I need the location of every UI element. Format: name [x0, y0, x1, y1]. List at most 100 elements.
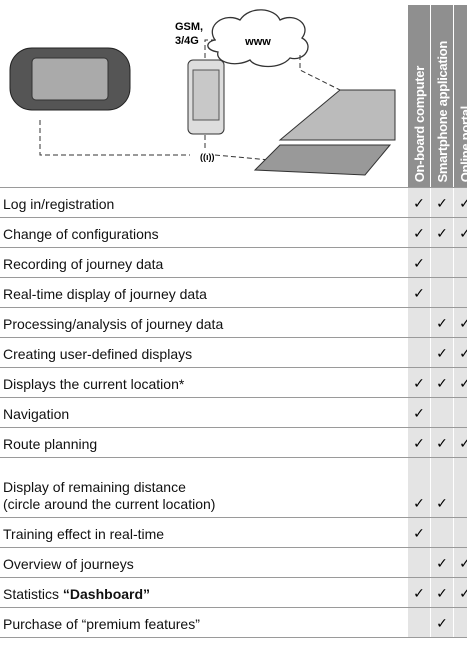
row-rule: [0, 547, 467, 548]
check-cell: [454, 248, 467, 277]
row-rule: [0, 577, 467, 578]
row-label: Displays the current location*: [0, 368, 406, 398]
row-label: Log in/registration: [0, 188, 406, 218]
row-label: Real-time display of journey data: [0, 278, 406, 308]
row-rule: [0, 637, 467, 638]
label-line: Training effect in real-time: [3, 526, 406, 543]
check-cell: [431, 248, 453, 277]
cloud: [207, 9, 309, 68]
laptop-base: [253, 144, 392, 176]
check-cell: ✓: [454, 218, 467, 247]
row-rule: [0, 397, 467, 398]
row-rule: [0, 607, 467, 608]
label-line: Change of configurations: [3, 226, 406, 243]
label-text: Log in/registration: [3, 196, 115, 212]
check-cell: [408, 608, 430, 637]
label-text: Display of remaining distance: [3, 479, 186, 495]
label-line: Navigation: [3, 406, 406, 423]
row-rule: [0, 247, 467, 248]
column-header-text: On-board computer: [411, 65, 427, 182]
check-cell: ✓: [454, 578, 467, 607]
label-text: Creating user-defined displays: [3, 346, 193, 362]
label-line: Real-time display of journey data: [3, 286, 406, 303]
label-bold: “Dashboard”: [62, 586, 151, 602]
row-label: Processing/analysis of journey data: [0, 308, 406, 338]
network-label: 3/4G: [175, 35, 199, 47]
check-cell: ✓: [454, 338, 467, 367]
check-cell: ✓: [454, 548, 467, 577]
check-cell: ✓: [408, 518, 430, 547]
column-header-text: Online portal: [457, 105, 467, 182]
check-cell: ✓: [454, 368, 467, 397]
label-text: Statistics: [3, 586, 60, 602]
cloud-label: www: [244, 36, 271, 48]
check-cell: [431, 518, 453, 547]
row-rule: [0, 337, 467, 338]
check-cell: ✓: [454, 428, 467, 457]
link: [39, 120, 190, 156]
check-cell: [408, 338, 430, 367]
check-cell: ✓: [408, 278, 430, 307]
row-label: Overview of journeys: [0, 548, 406, 578]
label-line: Route planning: [3, 436, 406, 453]
label-line: Display of remaining distance: [3, 479, 406, 496]
check-cell: ✓: [454, 188, 467, 217]
check-cell: [454, 458, 467, 517]
label-text: Navigation: [3, 406, 70, 422]
check-cell: ✓: [431, 218, 453, 247]
label-line: Log in/registration: [3, 196, 406, 213]
label-line: (circle around the current location): [3, 496, 406, 513]
check-cell: ✓: [431, 608, 453, 637]
row-rule: [0, 217, 467, 218]
check-cell: [454, 518, 467, 547]
check-cell: ✓: [408, 398, 430, 427]
label-line: Displays the current location*: [3, 376, 406, 393]
row-rule: [0, 277, 467, 278]
antenna-icon: ((ı)): [200, 152, 215, 162]
column-header: Online portal: [454, 5, 467, 188]
check-cell: ✓: [431, 338, 453, 367]
label-text: Change of configurations: [3, 226, 159, 242]
column-header: On-board computer: [408, 5, 430, 188]
check-cell: [431, 278, 453, 307]
label-text: Purchase of “premium features”: [3, 616, 200, 632]
check-cell: ✓: [408, 428, 430, 457]
check-cell: ✓: [408, 458, 430, 517]
row-rule: [0, 457, 467, 458]
link: [299, 55, 341, 91]
row-rule: [0, 307, 467, 308]
row-label: Route planning: [0, 428, 406, 458]
row-label: Statistics “Dashboard”: [0, 578, 406, 608]
laptop-screen: [278, 89, 396, 141]
illustration: www GSM, 3/4G ((ı)): [9, 9, 396, 176]
label-text: Displays the current location*: [3, 376, 185, 392]
check-cell: [454, 278, 467, 307]
label-text: Route planning: [3, 436, 98, 452]
row-rule: [0, 187, 467, 188]
check-cell: [431, 398, 453, 427]
network-label: GSM,: [175, 21, 203, 33]
check-cell: [454, 608, 467, 637]
row-label: Display of remaining distance (circle aro…: [0, 458, 406, 518]
check-cell: ✓: [431, 428, 453, 457]
label-text: Recording of journey data: [3, 256, 164, 272]
row-label: Navigation: [0, 398, 406, 428]
check-cell: ✓: [408, 578, 430, 607]
check-cell: ✓: [431, 578, 453, 607]
row-rule: [0, 517, 467, 518]
row-label: Change of configurations: [0, 218, 406, 248]
label-line: Purchase of “premium features”: [3, 616, 406, 633]
row-rule: [0, 367, 467, 368]
row-label: Creating user-defined displays: [0, 338, 406, 368]
label-line: Overview of journeys: [3, 556, 406, 573]
column-header-text: Smartphone application: [434, 40, 450, 182]
check-cell: ✓: [408, 218, 430, 247]
link: [204, 39, 218, 58]
label-line: Recording of journey data: [3, 256, 406, 273]
check-cell: ✓: [408, 188, 430, 217]
label-text: Real-time display of journey data: [3, 286, 207, 302]
check-cell: ✓: [431, 188, 453, 217]
row-rule: [0, 427, 467, 428]
